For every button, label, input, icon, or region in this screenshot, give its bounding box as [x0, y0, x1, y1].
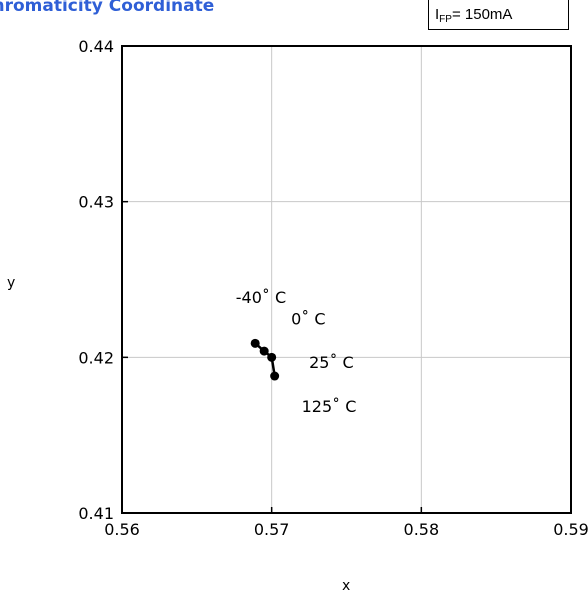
point-annotation: 125˚ C: [302, 397, 357, 416]
y-tick-label: 0.44: [78, 37, 114, 56]
point-annotation: 0˚ C: [291, 310, 325, 329]
condition-subscript: FP: [439, 14, 452, 25]
chart-title: Chromaticity Coordinate: [0, 0, 215, 16]
x-tick-label: 0.59: [553, 520, 588, 539]
y-axis-title: y: [7, 275, 16, 291]
condition-label: IFP= 150mA: [428, 0, 569, 30]
plot-frame: [121, 45, 572, 514]
series-line: [254, 342, 276, 377]
point-annotation: -40˚ C: [236, 288, 286, 307]
data-point: [270, 371, 280, 381]
data-point: [250, 338, 260, 348]
x-tick-label: 0.57: [254, 520, 290, 539]
y-tick-label: 0.43: [78, 193, 114, 212]
y-tick-label: 0.41: [78, 504, 114, 523]
y-tick-label: 0.42: [78, 348, 114, 367]
x-tick-label: 0.58: [404, 520, 440, 539]
x-axis-title: x: [342, 578, 351, 594]
condition-symbol: I: [435, 6, 440, 23]
point-annotation: 25˚ C: [309, 353, 354, 372]
condition-value: = 150mA: [451, 6, 513, 23]
data-point: [267, 352, 277, 362]
data-point: [259, 346, 269, 356]
x-tick-label: 0.56: [104, 520, 140, 539]
